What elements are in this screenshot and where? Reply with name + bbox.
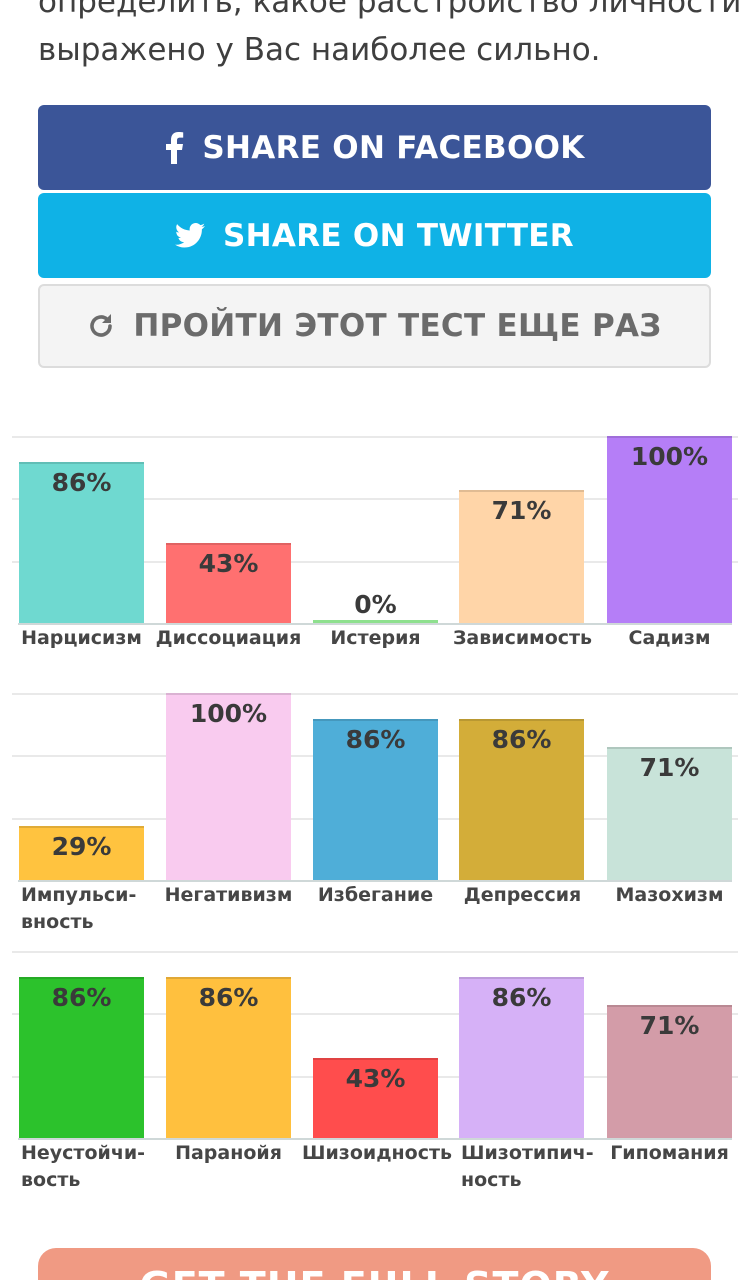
category-label: Диссоциация	[155, 627, 302, 649]
bar-value-label: 86%	[491, 725, 552, 754]
category-label: Истерия	[330, 627, 421, 649]
grid-line	[12, 498, 738, 500]
bar-value-label: 29%	[51, 832, 112, 861]
bar: 86%	[19, 462, 144, 623]
bar-value-label: 71%	[491, 496, 552, 525]
bar-value-label: 86%	[491, 983, 552, 1012]
category-label: Нарцисизм	[21, 627, 142, 649]
bar-value-label: 43%	[198, 549, 259, 578]
share-facebook-label: SHARE ON FACEBOOK	[202, 129, 585, 166]
share-facebook-button[interactable]: SHARE ON FACEBOOK	[38, 105, 711, 190]
category-label: Паранойя	[175, 1142, 282, 1164]
twitter-icon	[175, 223, 206, 248]
bar: 29%	[19, 826, 144, 880]
bar-value-label: 86%	[51, 468, 112, 497]
bar: 71%	[459, 490, 584, 623]
category-label: Негативизм	[164, 884, 293, 906]
category-label: Импульси-вность	[21, 884, 137, 933]
category-label: Избегание	[317, 884, 434, 906]
axis-baseline	[18, 880, 732, 882]
category-label: Зависимость	[452, 627, 593, 649]
bar: 86%	[459, 977, 584, 1138]
bar: 86%	[166, 977, 291, 1138]
facebook-icon	[164, 131, 184, 164]
bar-value-label: 0%	[354, 590, 397, 619]
intro-line-2: выражено у Вас наиболее сильно.	[38, 32, 601, 68]
category-label: Мазохизм	[615, 884, 724, 906]
bar: 86%	[459, 719, 584, 880]
grid-line	[12, 693, 738, 695]
axis-baseline	[18, 1138, 732, 1140]
category-label: Гипомания	[610, 1142, 729, 1164]
bar-value-label: 71%	[639, 753, 700, 782]
bar: 43%	[166, 543, 291, 623]
bar: 71%	[607, 1005, 732, 1138]
bar: 86%	[313, 719, 438, 880]
grid-line	[12, 1013, 738, 1015]
share-twitter-label: SHARE ON TWITTER	[223, 217, 574, 254]
get-full-story-button[interactable]: GET THE FULL STORY	[38, 1248, 711, 1280]
bar: 43%	[313, 1058, 438, 1138]
intro-line-1: определить, какое расстройство личности	[38, 0, 742, 20]
intro-text: определить, какое расстройство личности …	[38, 0, 742, 74]
bar-value-label: 86%	[345, 725, 406, 754]
category-label: Шизоидность	[302, 1142, 453, 1164]
category-label: Депрессия	[463, 884, 582, 906]
results-chart-2: 29% Импульси-вность 100% Негативизм 86% Избег…	[12, 693, 738, 943]
grid-line	[12, 951, 738, 953]
bar-value-label: 43%	[345, 1064, 406, 1093]
grid-line	[12, 436, 738, 438]
results-chart-1: 86% Нарцисизм 43% Диссоциация 0% Истерия 71% За…	[12, 436, 738, 666]
bar: 0%	[313, 590, 438, 623]
bar: 71%	[607, 747, 732, 880]
get-full-story-label: GET THE FULL STORY	[140, 1264, 610, 1280]
bar-value-label: 100%	[630, 442, 709, 471]
bar-value-label: 100%	[189, 699, 268, 728]
category-label: Садизм	[628, 627, 711, 649]
refresh-icon	[87, 312, 115, 340]
category-label: Шизотипич-ность	[461, 1142, 594, 1191]
bar-value-label: 86%	[51, 983, 112, 1012]
category-label: Неустойчи-вость	[21, 1142, 146, 1191]
grid-line	[12, 561, 738, 563]
retake-test-label: ПРОЙТИ ЭТОТ ТЕСТ ЕЩЕ РАЗ	[133, 308, 662, 344]
bar: 100%	[607, 436, 732, 623]
results-chart-3: 86% Неустойчи-вость 86% Паранойя 43% Шизоидно…	[12, 951, 738, 1201]
bar: 86%	[19, 977, 144, 1138]
axis-baseline	[18, 623, 732, 625]
share-twitter-button[interactable]: SHARE ON TWITTER	[38, 193, 711, 278]
bar: 100%	[166, 693, 291, 880]
bar-value-label: 86%	[198, 983, 259, 1012]
retake-test-button[interactable]: ПРОЙТИ ЭТОТ ТЕСТ ЕЩЕ РАЗ	[38, 284, 711, 368]
bar-value-label: 71%	[639, 1011, 700, 1040]
